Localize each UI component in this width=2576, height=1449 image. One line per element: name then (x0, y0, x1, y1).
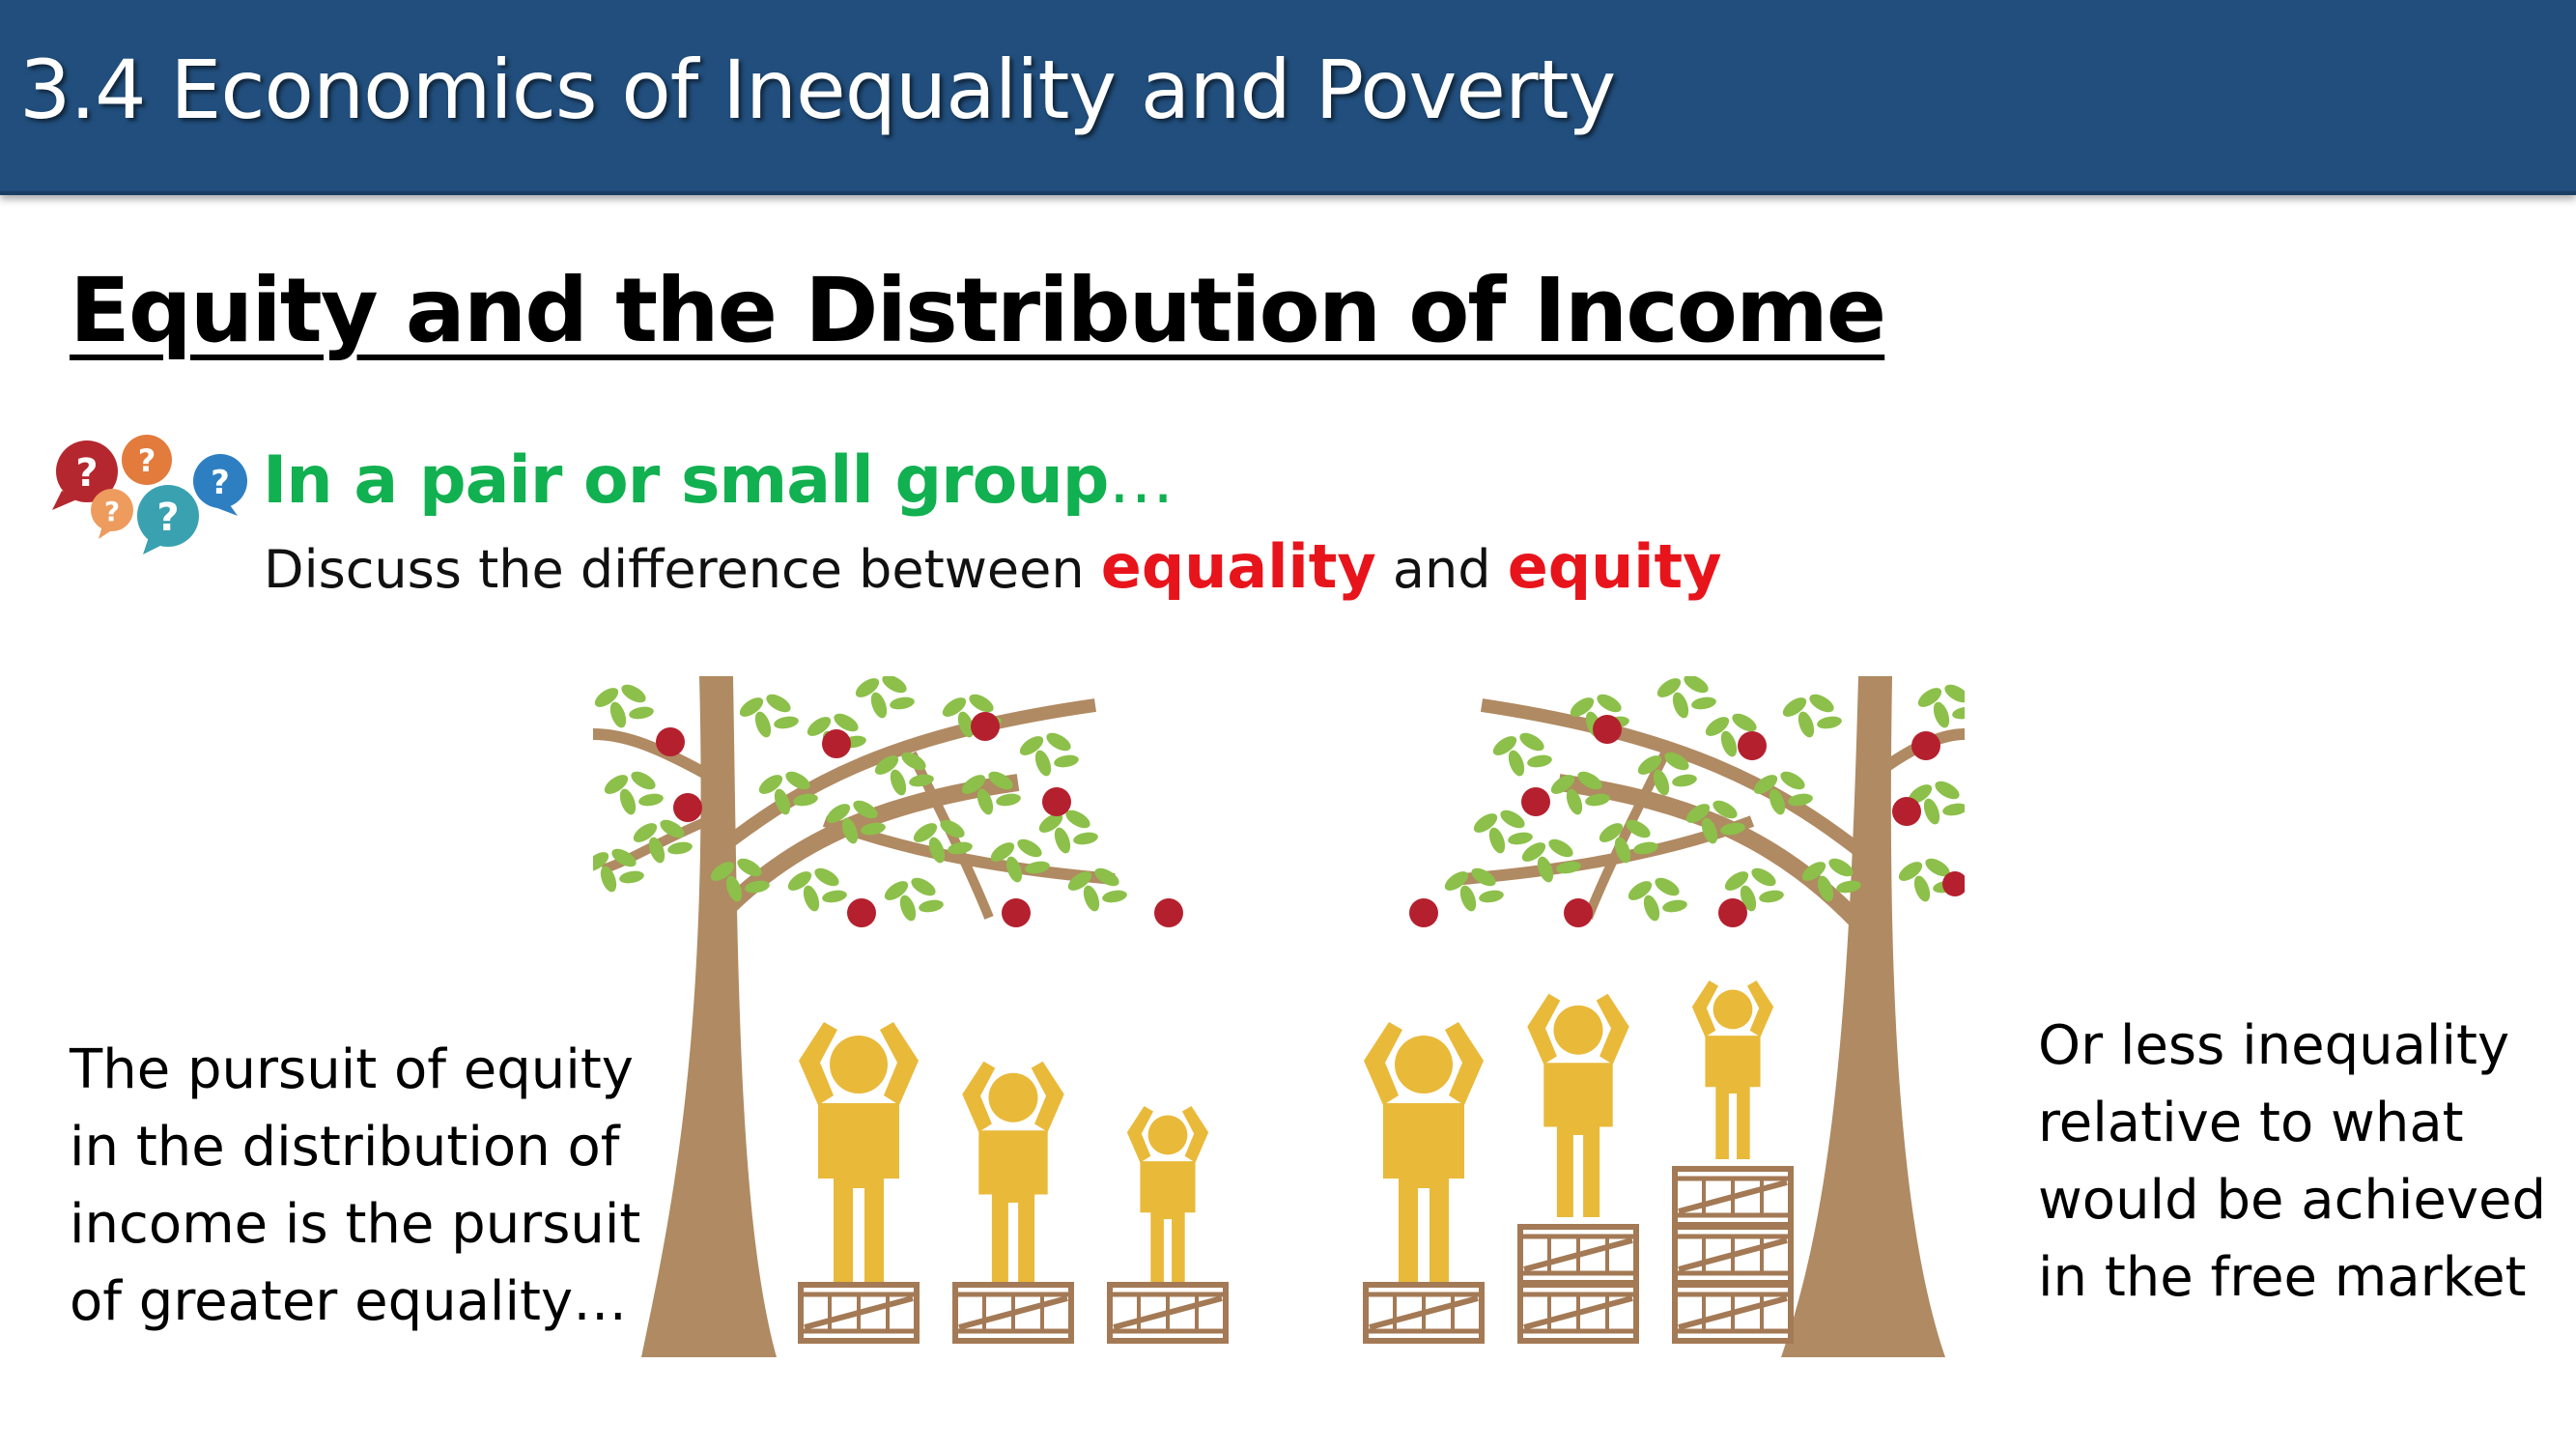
crate (1366, 1285, 1482, 1341)
keyword-equity: equity (1507, 531, 1722, 602)
left-tree (593, 676, 1183, 1357)
tall-person-left (799, 1022, 919, 1285)
equality-scene (593, 676, 1226, 1357)
task-instruction: Discuss the difference between equality … (264, 531, 1722, 602)
svg-text:?: ? (211, 464, 230, 502)
bubble-teal: ? (137, 485, 199, 554)
equity-scene (1364, 676, 1965, 1357)
task-heading: In a pair or small group… (263, 442, 1174, 519)
crate (1675, 1169, 1791, 1225)
crate (1675, 1285, 1791, 1341)
equity-pursuit-text: The pursuit of equity in the distributio… (70, 1038, 641, 1333)
less-inequality-text: Or less inequality relative to what woul… (2038, 1014, 2547, 1309)
crate (1520, 1285, 1636, 1341)
bubble-orange-top: ? (122, 435, 172, 485)
crate (1675, 1227, 1791, 1283)
bubble-red: ? (52, 440, 118, 510)
bubble-blue: ? (193, 454, 247, 516)
crate (801, 1285, 917, 1341)
title-bar: 3.4 Economics of Inequality and Poverty (0, 0, 2576, 195)
task-instruction-joiner: and (1375, 539, 1508, 600)
task-heading-text: In a pair or small group (263, 442, 1109, 519)
task-instruction-prefix: Discuss the difference between (264, 539, 1101, 600)
speech-bubbles-question-icon: ? ? ? ? ? (52, 435, 247, 554)
short-person-right (1691, 980, 1774, 1159)
svg-text:?: ? (138, 442, 156, 479)
crate (1110, 1285, 1226, 1341)
medium-person-left (962, 1061, 1064, 1285)
right-tree (1409, 676, 1965, 1357)
svg-text:?: ? (156, 496, 179, 540)
tall-person-right (1364, 1022, 1484, 1285)
bubble-orange-small: ? (91, 489, 133, 539)
task-heading-ellipsis: … (1108, 442, 1174, 519)
medium-person-right (1527, 993, 1629, 1217)
short-person-left (1126, 1106, 1209, 1285)
crate (1520, 1227, 1636, 1283)
svg-text:?: ? (75, 451, 98, 496)
keyword-equality: equality (1100, 531, 1376, 602)
svg-text:?: ? (104, 496, 120, 527)
equality-vs-equity-illustration (593, 676, 1965, 1357)
crate (955, 1285, 1071, 1341)
slide-title: 3.4 Economics of Inequality and Poverty (19, 43, 1616, 137)
slide-subtitle: Equity and the Distribution of Income (70, 259, 1886, 362)
